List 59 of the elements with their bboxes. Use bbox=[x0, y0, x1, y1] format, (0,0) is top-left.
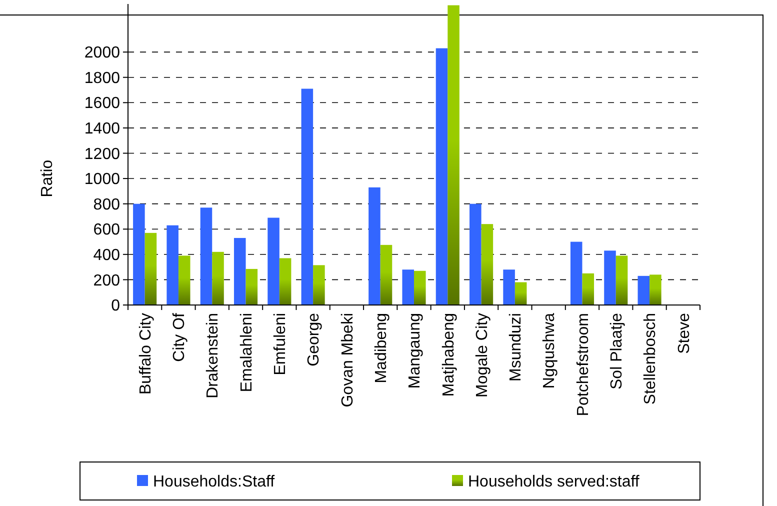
bar bbox=[638, 276, 650, 305]
bar bbox=[234, 238, 246, 305]
x-tick-label: Sol Plaatje bbox=[608, 312, 626, 390]
x-tick-label: Stellenbosch bbox=[642, 313, 660, 405]
x-tick-label: Emfuleni bbox=[272, 313, 290, 376]
bar bbox=[279, 258, 292, 305]
bar bbox=[133, 204, 145, 305]
x-tick-label: George bbox=[306, 312, 323, 366]
bar bbox=[514, 282, 527, 305]
bar bbox=[368, 187, 380, 305]
bar bbox=[604, 250, 616, 305]
y-tick-label: 400 bbox=[93, 247, 120, 264]
x-tick-label: Steve bbox=[676, 312, 693, 354]
x-tick-label: Emalahleni bbox=[238, 313, 256, 392]
x-tick-label: Potchefstroom bbox=[574, 313, 592, 416]
x-tick-label: Mogale City bbox=[474, 313, 491, 398]
x-tick-label: Drakenstein bbox=[204, 313, 222, 398]
y-tick-label: 600 bbox=[93, 222, 120, 239]
y-tick-label: 1600 bbox=[84, 95, 120, 112]
y-tick-label: 1800 bbox=[84, 70, 120, 87]
bar bbox=[470, 204, 482, 305]
bar bbox=[301, 88, 314, 305]
legend-label: Households:Staff bbox=[153, 474, 276, 491]
y-tick-label: 1200 bbox=[84, 146, 120, 163]
bar bbox=[650, 274, 662, 305]
x-tick-label: Mangaung bbox=[406, 313, 424, 389]
x-tick-label: City Of bbox=[171, 312, 188, 362]
bar bbox=[436, 48, 448, 305]
bar bbox=[166, 225, 178, 305]
y-axis-title: Ratio bbox=[39, 160, 56, 198]
bar bbox=[200, 208, 212, 305]
bar bbox=[481, 224, 494, 305]
y-tick-label: 800 bbox=[93, 196, 120, 214]
bar bbox=[212, 252, 224, 305]
x-tick-label: Ngqushwa bbox=[541, 312, 558, 389]
x-tick-label: Buffalo City bbox=[137, 313, 154, 395]
x-tick-label: Msunduzi bbox=[508, 313, 525, 382]
bar bbox=[268, 218, 280, 305]
bar bbox=[616, 256, 628, 305]
y-tick-label: 1000 bbox=[84, 171, 120, 188]
x-tick-label: Govan Mbeki bbox=[339, 313, 356, 408]
y-tick-label: 0 bbox=[111, 298, 120, 315]
legend-label: Households served:staff bbox=[468, 474, 640, 491]
y-tick-label: 1400 bbox=[84, 120, 120, 138]
bar bbox=[414, 270, 426, 305]
bar bbox=[178, 256, 190, 305]
bar bbox=[402, 270, 414, 305]
bar bbox=[144, 232, 157, 305]
x-tick-label: Matjhabeng bbox=[440, 313, 458, 397]
x-tick-label: Madibeng bbox=[372, 313, 390, 384]
y-tick-label: 2000 bbox=[84, 44, 120, 62]
bar bbox=[246, 268, 258, 305]
bar bbox=[380, 244, 392, 305]
bar bbox=[448, 5, 460, 305]
y-tick-label: 200 bbox=[93, 272, 120, 290]
bar bbox=[313, 265, 325, 305]
bar bbox=[503, 270, 515, 305]
bar bbox=[582, 273, 594, 305]
bar bbox=[570, 242, 582, 305]
